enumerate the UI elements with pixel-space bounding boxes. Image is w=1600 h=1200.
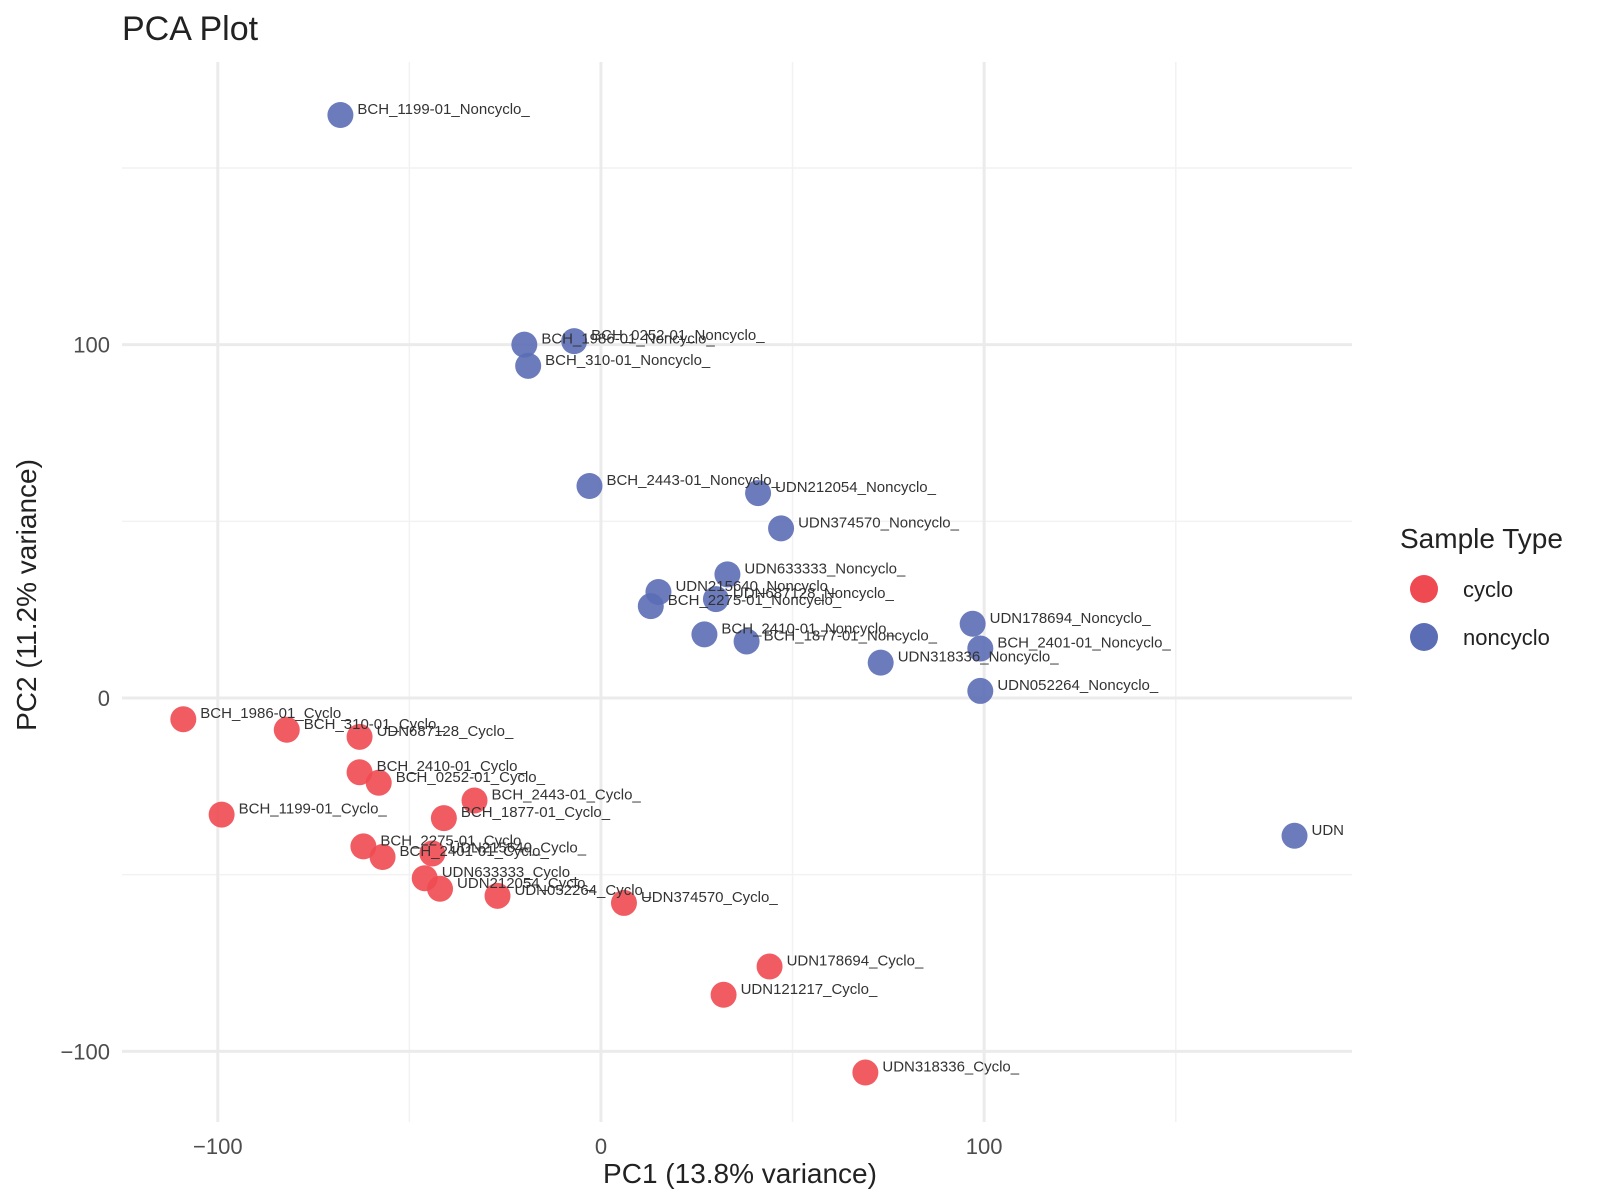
cyclo-point-label: BCH_2401-01_Cyclo_: [400, 843, 550, 860]
cyclo-point-label: UDN318336_Cyclo_: [882, 1059, 1019, 1076]
noncyclo-point-label: UDN212054_Noncyclo_: [775, 479, 937, 496]
noncyclo-point-label: BCH_2410-01_Noncyclo_: [721, 620, 895, 637]
cyclo-point-label: UDN374570_Cyclo_: [641, 889, 778, 906]
cyclo-point-label: BCH_0252-01_Cyclo_: [396, 769, 546, 786]
noncyclo-point: [561, 328, 588, 355]
noncyclo-point: [745, 480, 772, 507]
noncyclo-point: [967, 677, 994, 704]
chart-title: PCA Plot: [122, 10, 259, 48]
cyclo-point-label: UDN633333_Cyclo_: [442, 864, 579, 881]
cyclo-point-label: BCH_2443-01_Cyclo_: [492, 786, 642, 803]
cyclo-point-label: BCH_2275-01_Cyclo_: [380, 832, 530, 849]
cyclo-point: [461, 787, 488, 814]
legend-title: Sample Type: [1400, 523, 1563, 554]
noncyclo-point: [576, 473, 603, 499]
cyclo-point-label: BCH_1986-01_Cyclo_: [200, 705, 350, 722]
noncyclo-point-label: UDN687128_Noncyclo_: [733, 585, 895, 602]
y-axis-title: PC2 (11.2% variance): [11, 459, 42, 731]
legend: Sample Type cyclo noncyclo: [1400, 523, 1563, 651]
noncyclo-point: [1281, 822, 1308, 849]
noncyclo-point: [959, 610, 986, 637]
noncyclo-point-label: UDN633333_Noncyclo_: [744, 560, 906, 577]
cyclo-point: [610, 889, 637, 916]
noncyclo-point-label: UDN374570_Noncyclo_: [798, 514, 960, 531]
cyclo-point: [419, 840, 446, 867]
cyclo-point-label: BCH_1199-01_Cyclo_: [239, 801, 388, 818]
noncyclo-point-label: UDN215640_Noncyclo_: [675, 578, 837, 595]
noncyclo-point-label: UDN318336_Noncyclo_: [898, 649, 1060, 666]
cyclo-point: [430, 805, 457, 832]
x-tick-label: −100: [193, 1134, 243, 1159]
noncyclo-point-label: UDN052264_Noncyclo_: [997, 677, 1159, 694]
y-tick-label: −100: [60, 1039, 110, 1064]
noncyclo-point-label: BCH_0252-01_Noncyclo_: [591, 327, 765, 344]
noncyclo-point: [515, 352, 542, 379]
grid: [122, 62, 1352, 1122]
cyclo-point-label: UDN178694_Cyclo_: [787, 953, 924, 970]
noncyclo-point: [768, 515, 795, 542]
cyclo-point: [369, 844, 396, 870]
legend-key-noncyclo: [1410, 623, 1438, 651]
x-axis-title: PC1 (13.8% variance): [603, 1158, 877, 1189]
noncyclo-point-label: BCH_1877-01_Noncyclo_: [764, 627, 938, 644]
noncyclo-point-label: BCH_2275-01_Noncyclo_: [668, 592, 842, 609]
cyclo-point: [484, 882, 511, 909]
cyclo-point: [852, 1059, 879, 1086]
cyclo-point: [208, 801, 235, 828]
axis-ticks: −100 0 100 −100 0 100: [60, 333, 1002, 1159]
noncyclo-point: [967, 635, 994, 662]
cyclo-point-label: UDN121217_Cyclo_: [741, 981, 878, 998]
cyclo-point: [170, 706, 197, 733]
cyclo-point-label: BCH_1877-01_Cyclo_: [461, 804, 611, 821]
cyclo-point: [273, 716, 300, 743]
cyclo-point-label: BCH_2410-01_Cyclo_: [377, 758, 527, 775]
y-tick-label: 100: [73, 333, 110, 358]
noncyclo-point: [691, 621, 718, 648]
noncyclo-point: [327, 102, 354, 128]
point-labels: BCH_1986-01_Cyclo_BCH_310-01_Cyclo_UDN68…: [200, 101, 1344, 1076]
cyclo-point-label: UDN212054_Cyclo_: [457, 875, 594, 892]
x-tick-label: 100: [966, 1134, 1003, 1159]
noncyclo-point: [637, 593, 664, 620]
cyclo-point: [710, 981, 737, 1008]
cyclo-point: [365, 769, 392, 796]
cyclo-point-label: UDN687128_Cyclo_: [377, 723, 514, 740]
legend-label-noncyclo: noncyclo: [1463, 625, 1550, 650]
cyclo-point: [346, 759, 373, 786]
cyclo-point: [350, 833, 377, 860]
noncyclo-point-label: BCH_2401-01_Noncyclo_: [997, 635, 1171, 652]
cyclo-point: [756, 953, 783, 980]
noncyclo-point-label: UDN: [1312, 822, 1345, 839]
cyclo-point-label: UDN215640_Cyclo_: [449, 839, 586, 856]
x-tick-label: 0: [595, 1134, 607, 1159]
noncyclo-point-label: BCH_1199-01_Noncyclo_: [357, 101, 530, 118]
noncyclo-point-label: BCH_2443-01_Noncyclo_: [606, 472, 780, 489]
noncyclo-point: [702, 586, 729, 613]
noncyclo-point-label: BCH_1986-01_Noncyclo_: [541, 331, 715, 348]
legend-label-cyclo: cyclo: [1463, 577, 1513, 602]
noncyclo-point: [511, 331, 538, 358]
cyclo-point: [346, 723, 373, 750]
legend-key-cyclo: [1410, 575, 1438, 603]
data-points: [170, 102, 1308, 1086]
noncyclo-point-label: BCH_310-01_Noncyclo_: [545, 352, 711, 369]
noncyclo-point-label: UDN178694_Noncyclo_: [990, 610, 1152, 627]
cyclo-point-label: BCH_310-01_Cyclo_: [304, 716, 446, 733]
y-tick-label: 0: [98, 686, 110, 711]
noncyclo-point: [733, 628, 760, 655]
noncyclo-point: [714, 561, 741, 588]
cyclo-point: [427, 875, 454, 902]
noncyclo-point: [867, 649, 894, 676]
cyclo-point-label: UDN052264_Cyclo_: [515, 882, 652, 899]
